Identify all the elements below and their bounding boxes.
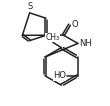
Text: CH₃: CH₃ [45, 33, 60, 42]
Text: HO: HO [53, 71, 66, 80]
Text: S: S [28, 2, 33, 11]
Text: NH: NH [80, 39, 92, 48]
Text: O: O [71, 20, 78, 29]
